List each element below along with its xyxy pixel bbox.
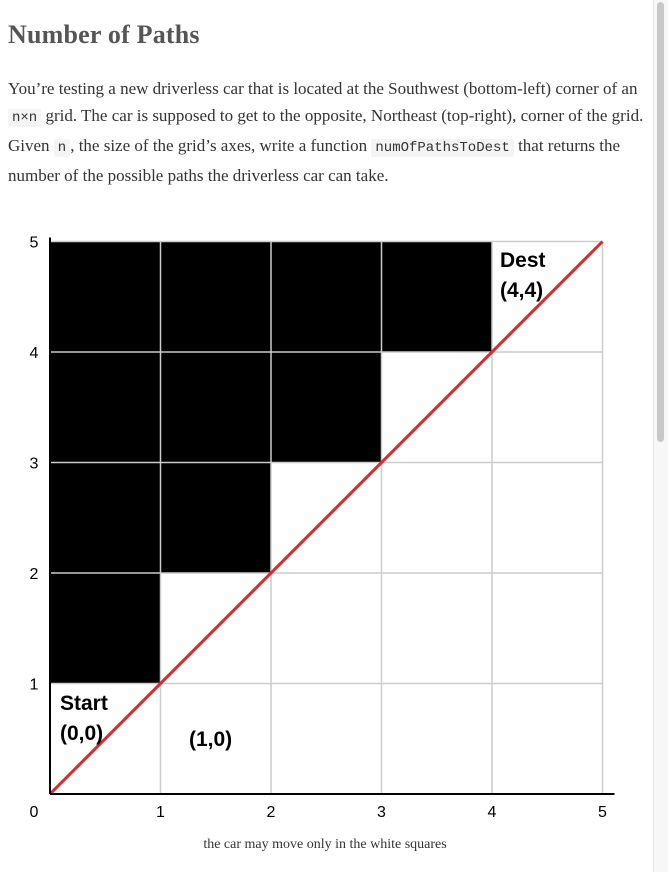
blocked-square [50, 352, 161, 463]
grid-lines [50, 240, 604, 794]
blocked-square [271, 241, 382, 352]
grid-diagram: 0 1 2 3 4 5 1 2 3 4 5 Start (0,0) (1,0) Dest (4,4)… [30, 235, 615, 852]
diagonal-line [48, 240, 604, 796]
y-tick-label: 4 [30, 345, 39, 362]
blocked-square [50, 573, 161, 684]
grid-cells [50, 241, 492, 684]
blocked-square [160, 462, 271, 573]
square-1-0-coordinate: (1,0) [189, 728, 232, 751]
page-title: Number of Paths [8, 20, 200, 49]
inline-code-n: n [53, 139, 71, 157]
blocked-square [50, 241, 161, 352]
x-tick-label: 2 [267, 804, 276, 821]
y-tick-label: 1 [30, 677, 39, 694]
y-tick-label: 5 [30, 235, 39, 252]
dest-coordinate: (4,4) [500, 279, 543, 302]
x-tick-label: 3 [377, 804, 386, 821]
axis-tick-labels: 0 1 2 3 4 5 1 2 3 4 5 [30, 235, 608, 822]
y-tick-label: 2 [30, 566, 39, 583]
page: Number of Paths You’re testing a new dri… [0, 20, 654, 872]
start-coordinate: (0,0) [60, 722, 103, 745]
grid-figure: 0 1 2 3 4 5 1 2 3 4 5 Start (0,0) (1,0) Dest (4,4)… [0, 210, 654, 872]
blocked-square [50, 462, 161, 573]
inline-code-function-name: numOfPathsToDest [371, 139, 514, 157]
scrollbar-thumb[interactable] [657, 2, 664, 442]
x-tick-label: 1 [156, 804, 165, 821]
dest-label: Dest [500, 249, 546, 272]
blocked-square [271, 352, 382, 463]
intro-text-2: grid. The car is supposed to get to the … [8, 106, 644, 155]
problem-description: You’re testing a new driverless car that… [8, 75, 648, 189]
intro-text-4: that returns the number of the possible … [8, 136, 621, 185]
intro-text-3: , the size of the grid’s axes, write a f… [70, 136, 372, 155]
figure-caption: the car may move only in the white squar… [203, 837, 446, 852]
y-tick-label: 3 [30, 456, 39, 473]
blocked-square [160, 241, 271, 352]
x-tick-label: 4 [488, 804, 497, 821]
intro-text-1: You’re testing a new driverless car that… [8, 79, 638, 98]
x-tick-label: 5 [598, 804, 607, 821]
vertical-scrollbar[interactable] [653, 0, 668, 872]
x-tick-label: 0 [30, 804, 39, 821]
blocked-square [160, 352, 271, 463]
inline-code-nxn: n×n [8, 109, 42, 127]
start-label: Start [60, 692, 108, 715]
blocked-square [381, 241, 492, 352]
